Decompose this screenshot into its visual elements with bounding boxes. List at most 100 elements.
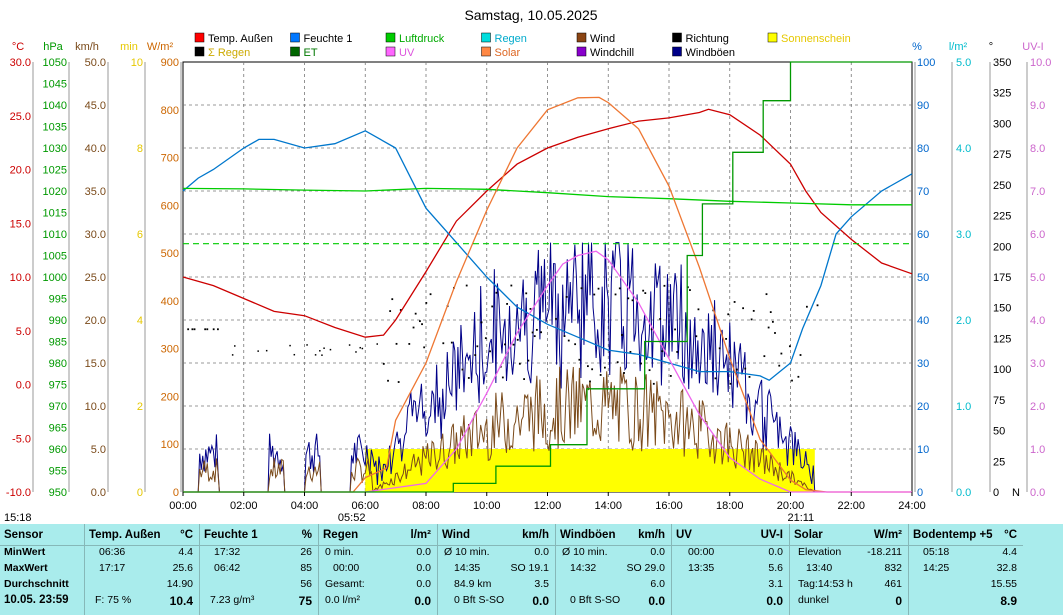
wind-r3: 84.9 km: [454, 578, 492, 590]
direction-dot: [419, 320, 421, 323]
axis-tick-rain: 1.0: [956, 401, 971, 413]
direction-dot: [467, 377, 470, 379]
axis-tick-uv: 5.0: [1030, 272, 1045, 284]
hum-unit: %: [301, 529, 312, 541]
direction-dot: [744, 367, 747, 370]
direction-dot: [323, 347, 325, 349]
direction-dot: [567, 339, 570, 342]
direction-dot: [727, 313, 730, 316]
axis-tick-dir: 75: [993, 395, 1005, 407]
axis-tick-solar: 300: [161, 344, 179, 356]
direction-dot: [574, 343, 577, 346]
direction-dot: [540, 331, 543, 334]
axis-tick-solar: 600: [161, 200, 179, 212]
temp-max-value: 25.6: [172, 562, 193, 574]
direction-dot: [376, 343, 378, 345]
legend-swatch: [672, 32, 682, 43]
legend-swatch: [481, 46, 491, 57]
date-label: 10.05. 23:59: [4, 594, 69, 606]
direction-dot: [797, 375, 800, 378]
temp-section: Temp. Außen °C 06:36 4.4 17:17 25.6 14.90 F…: [85, 524, 200, 615]
direction-dot: [489, 350, 491, 353]
series-feuchte-1: [182, 130, 913, 381]
direction-dot: [265, 349, 268, 352]
axis-unit-wind: km/h: [75, 41, 99, 53]
direction-dot: [412, 326, 415, 329]
hum-max-value: 85: [300, 562, 312, 574]
legend-label: Sonnenschein: [781, 33, 851, 45]
rain-unit: l/m²: [410, 529, 431, 541]
direction-dot: [629, 351, 632, 353]
direction-dot: [531, 331, 534, 334]
soil-min-time: 05:18: [923, 546, 950, 558]
wind-section: Wind km/h Ø 10 min. 0.0 14:35 SO 19.1 84.9 …: [438, 524, 556, 615]
axis-tick-press: 950: [49, 487, 67, 499]
rain-current: 0.0: [414, 594, 431, 608]
axis-tick-press: 1025: [43, 165, 67, 177]
direction-dot: [391, 298, 394, 301]
solar-r3: Tag:14:53 h: [798, 578, 853, 590]
axis-tick-press: 990: [49, 315, 67, 327]
soil-section: Bodentemp +5 °C 05:18 4.4 14:25 32.8 15.55 …: [909, 524, 1023, 615]
axis-tick-solar: 700: [161, 153, 179, 165]
rain-header: Regen: [323, 529, 359, 541]
soil-max-value: 32.8: [996, 562, 1017, 574]
axis-tick-press: 1040: [43, 100, 67, 112]
direction-dot: [480, 321, 483, 324]
rain-r2v: 0.0: [416, 562, 431, 574]
direction-dot: [565, 295, 568, 298]
direction-dot: [586, 365, 589, 368]
direction-dot: [212, 328, 215, 331]
wind-header: Wind: [442, 529, 470, 541]
direction-dot: [729, 382, 732, 385]
soil-min-value: 4.4: [1002, 546, 1017, 558]
direction-dot: [491, 305, 494, 308]
minwert-label: MinWert: [4, 546, 46, 558]
direction-dot: [484, 337, 487, 340]
axis-unit-min: min: [120, 41, 138, 53]
sensor-section: Sensor MinWert MaxWert Durchschnitt 10.0…: [0, 524, 85, 615]
status-time: 15:18: [4, 512, 32, 524]
direction-dot: [791, 379, 793, 382]
axis-tick-min: 0: [137, 487, 143, 499]
axis-tick-hum: 70: [917, 186, 929, 198]
legend-swatch: [576, 32, 587, 43]
wind-r1v: 0.0: [534, 546, 549, 558]
legend-label: UV: [399, 47, 415, 59]
temp-min-value: 4.4: [178, 546, 193, 558]
axis-tick-solar: 900: [161, 57, 179, 69]
uv-r1v: 0.0: [768, 546, 783, 558]
soil-avg: 15.55: [990, 578, 1017, 590]
axis-tick-press: 1035: [43, 122, 67, 134]
gust-r2: 14:32: [570, 562, 597, 574]
direction-dot: [518, 362, 521, 365]
axis-tick-hum: 60: [917, 229, 929, 241]
axis-tick-uv: 6.0: [1030, 229, 1045, 241]
direction-dot: [663, 284, 666, 287]
axis-tick-wind: 10.0: [85, 401, 106, 413]
direction-dot: [306, 344, 308, 346]
legend-label: Regen: [495, 33, 527, 45]
direction-dot: [476, 345, 479, 348]
direction-dot: [187, 328, 190, 331]
x-tick-label: 12:00: [534, 500, 562, 512]
series-temp-au-en: [182, 108, 913, 338]
direction-dot: [644, 292, 647, 295]
axis-tick-press: 975: [49, 380, 67, 392]
direction-dot: [348, 344, 351, 346]
direction-dot: [799, 354, 802, 356]
soil-current: 8.9: [1000, 594, 1017, 608]
direction-dot: [742, 307, 745, 310]
direction-dot: [359, 346, 361, 349]
direction-dot: [614, 293, 617, 296]
axis-tick-dir: 0: [993, 487, 999, 499]
direction-dot: [533, 335, 536, 338]
direction-dot: [204, 328, 207, 331]
axis-tick-dir: 150: [993, 303, 1011, 315]
axis-unit-dir: °: [989, 41, 993, 53]
axis-tick-min: 8: [137, 143, 143, 155]
gust-r4: 0 Bft S-SO: [570, 594, 621, 606]
rain-r3v: 0.0: [416, 578, 431, 590]
x-tick-label: 04:00: [291, 500, 319, 512]
